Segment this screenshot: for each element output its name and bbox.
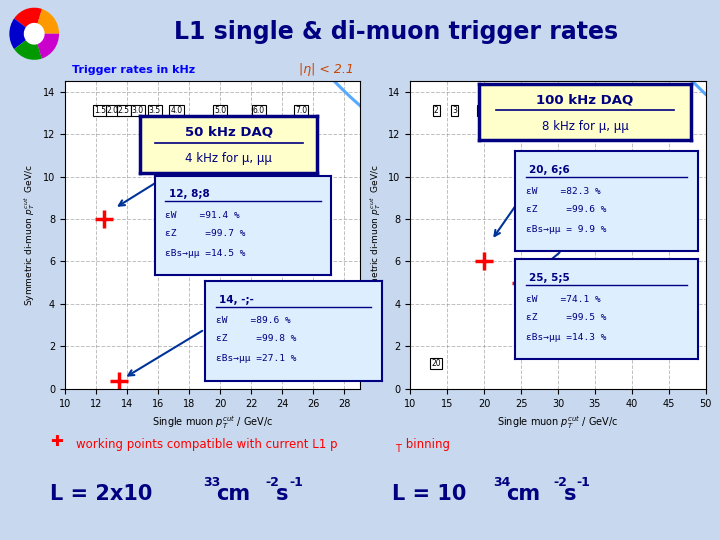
X-axis label: Single muon $p_T^{cut}$ / GeV/c: Single muon $p_T^{cut}$ / GeV/c (152, 414, 273, 431)
Text: 12, 8;8: 12, 8;8 (169, 190, 210, 199)
Wedge shape (34, 9, 59, 33)
Text: L = 10: L = 10 (392, 483, 467, 503)
Text: 6: 6 (518, 106, 523, 115)
Text: εBs→μμ =14.3 %: εBs→μμ =14.3 % (526, 333, 606, 342)
Text: 3: 3 (452, 106, 457, 115)
Text: 8 kHz for μ, μμ: 8 kHz for μ, μμ (541, 120, 629, 133)
Text: εW    =82.3 %: εW =82.3 % (526, 187, 600, 195)
Text: εW    =91.4 %: εW =91.4 % (166, 211, 240, 220)
Text: εBs→μμ =27.1 %: εBs→μμ =27.1 % (216, 354, 297, 363)
Text: 4.0: 4.0 (171, 106, 183, 115)
Wedge shape (14, 8, 42, 33)
Text: 25, 5;5: 25, 5;5 (529, 273, 570, 283)
Text: 2.0: 2.0 (107, 106, 119, 115)
Text: 10: 10 (598, 183, 607, 192)
Text: 50 kHz DAQ: 50 kHz DAQ (184, 125, 273, 138)
Text: -1: -1 (289, 476, 303, 489)
Y-axis label: Symmetric di-muon $p_T^{cut}$  GeV/c: Symmetric di-muon $p_T^{cut}$ GeV/c (368, 164, 383, 306)
Text: 2.5: 2.5 (118, 106, 130, 115)
Text: -1: -1 (576, 476, 590, 489)
Wedge shape (14, 33, 42, 60)
Text: 14, -;-: 14, -;- (220, 295, 254, 305)
Text: cm: cm (216, 483, 250, 503)
Text: 34: 34 (493, 476, 510, 489)
Y-axis label: Symmetric di-muon $p_T^{cut}$  GeV/c: Symmetric di-muon $p_T^{cut}$ GeV/c (22, 164, 37, 306)
Text: 15: 15 (664, 316, 673, 326)
Text: 12: 12 (631, 267, 640, 276)
Wedge shape (9, 18, 34, 49)
Text: εZ     =99.5 %: εZ =99.5 % (526, 313, 606, 322)
Text: εBs→μμ = 9.9 %: εBs→μμ = 9.9 % (526, 225, 606, 234)
Text: s: s (564, 483, 576, 503)
Text: T: T (395, 444, 400, 454)
Text: 20, 6;6: 20, 6;6 (529, 165, 570, 175)
Circle shape (24, 24, 44, 44)
Text: εBs→μμ =14.5 %: εBs→μμ =14.5 % (166, 249, 246, 258)
Text: Trigger rates in kHz: Trigger rates in kHz (72, 65, 195, 75)
Wedge shape (34, 33, 59, 58)
Text: 33: 33 (203, 476, 220, 489)
Text: 6.0: 6.0 (253, 106, 265, 115)
Text: 1.5: 1.5 (94, 106, 107, 115)
Text: -2: -2 (265, 476, 279, 489)
Text: ✚: ✚ (50, 434, 63, 449)
Text: |η| < 2.1: |η| < 2.1 (299, 63, 354, 76)
Text: εW    =89.6 %: εW =89.6 % (216, 316, 291, 325)
Text: 4 kHz for μ, μμ: 4 kHz for μ, μμ (185, 152, 272, 165)
Text: εZ     =99.6 %: εZ =99.6 % (526, 205, 606, 214)
Text: cm: cm (506, 483, 540, 503)
Text: s: s (276, 483, 288, 503)
Text: 100 kHz DAQ: 100 kHz DAQ (536, 93, 634, 106)
Text: -2: -2 (553, 476, 567, 489)
Text: 7.0: 7.0 (295, 106, 307, 115)
Text: working points compatible with current L1 p: working points compatible with current L… (76, 438, 337, 451)
Text: 2: 2 (434, 106, 438, 115)
Text: 5.0: 5.0 (214, 106, 226, 115)
Text: 8: 8 (559, 106, 564, 115)
X-axis label: Single muon $p_T^{cut}$ / GeV/c: Single muon $p_T^{cut}$ / GeV/c (498, 414, 618, 431)
Text: εZ     =99.7 %: εZ =99.7 % (166, 229, 246, 238)
Text: 4: 4 (478, 106, 483, 115)
Text: εZ     =99.8 %: εZ =99.8 % (216, 334, 297, 343)
Text: 3.5: 3.5 (149, 106, 161, 115)
Text: L = 2x10: L = 2x10 (50, 483, 153, 503)
Text: 20: 20 (431, 359, 441, 368)
Text: 3.0: 3.0 (132, 106, 144, 115)
Text: εW    =74.1 %: εW =74.1 % (526, 295, 600, 303)
Text: L1 single & di-muon trigger rates: L1 single & di-muon trigger rates (174, 21, 618, 44)
Text: binning: binning (402, 438, 450, 451)
